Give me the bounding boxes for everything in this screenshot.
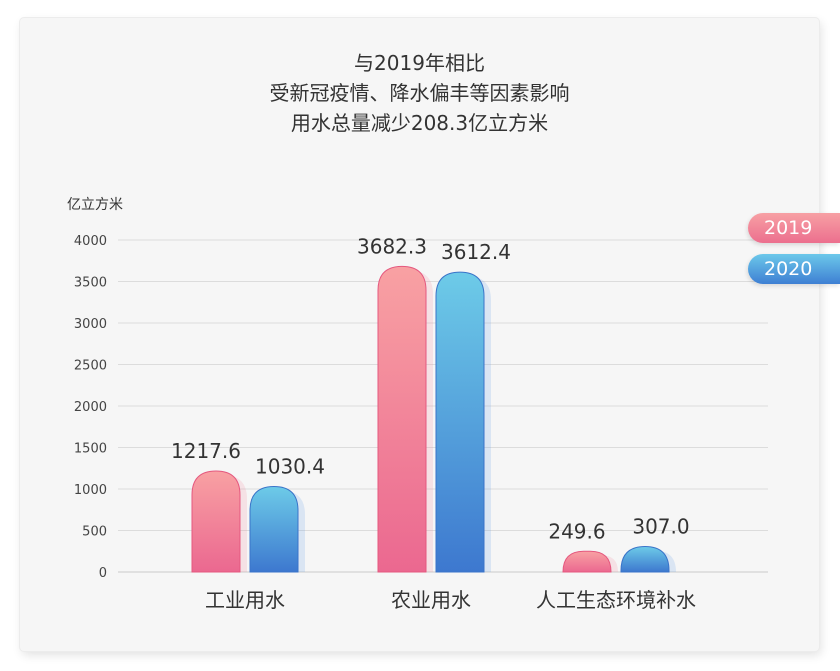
bar-2019-0 <box>191 470 241 573</box>
x-category-label: 农业用水 <box>391 588 471 612</box>
title-line-1: 与2019年相比 <box>354 51 485 75</box>
y-tick-label: 0 <box>99 566 107 581</box>
y-tick-label: 3500 <box>74 276 107 291</box>
y-tick-label: 3000 <box>74 317 107 332</box>
x-category-label: 人工生态环境补水 <box>536 588 696 612</box>
y-tick-label: 1000 <box>74 483 107 498</box>
data-label: 249.6 <box>548 519 605 543</box>
x-category-label: 工业用水 <box>205 588 285 612</box>
data-label: 307.0 <box>632 515 689 539</box>
y-axis-label: 亿立方米 <box>67 197 123 213</box>
bar-2020-2 <box>620 546 670 573</box>
data-label: 3682.3 <box>357 234 427 258</box>
y-tick-label: 1500 <box>74 442 107 457</box>
bar-2019-1 <box>377 265 427 573</box>
title-line-3: 用水总量减少208.3亿立方米 <box>290 111 549 135</box>
data-label: 1217.6 <box>171 439 241 463</box>
chart-title: 与2019年相比 受新冠疫情、降水偏丰等因素影响 用水总量减少208.3亿立方米 <box>20 48 819 138</box>
data-label: 1030.4 <box>255 454 325 478</box>
y-tick-label: 500 <box>82 525 107 540</box>
y-tick-label: 4000 <box>74 234 107 249</box>
legend-2019: 2019 <box>748 213 840 243</box>
bar-2019-2 <box>562 550 612 573</box>
bar-2020-0 <box>249 485 299 573</box>
bar-2020-1 <box>435 271 485 573</box>
data-label: 3612.4 <box>441 240 511 264</box>
legend-2020: 2020 <box>748 254 840 284</box>
y-tick-label: 2500 <box>74 359 107 374</box>
title-line-2: 受新冠疫情、降水偏丰等因素影响 <box>269 81 570 105</box>
y-tick-label: 2000 <box>74 400 107 415</box>
